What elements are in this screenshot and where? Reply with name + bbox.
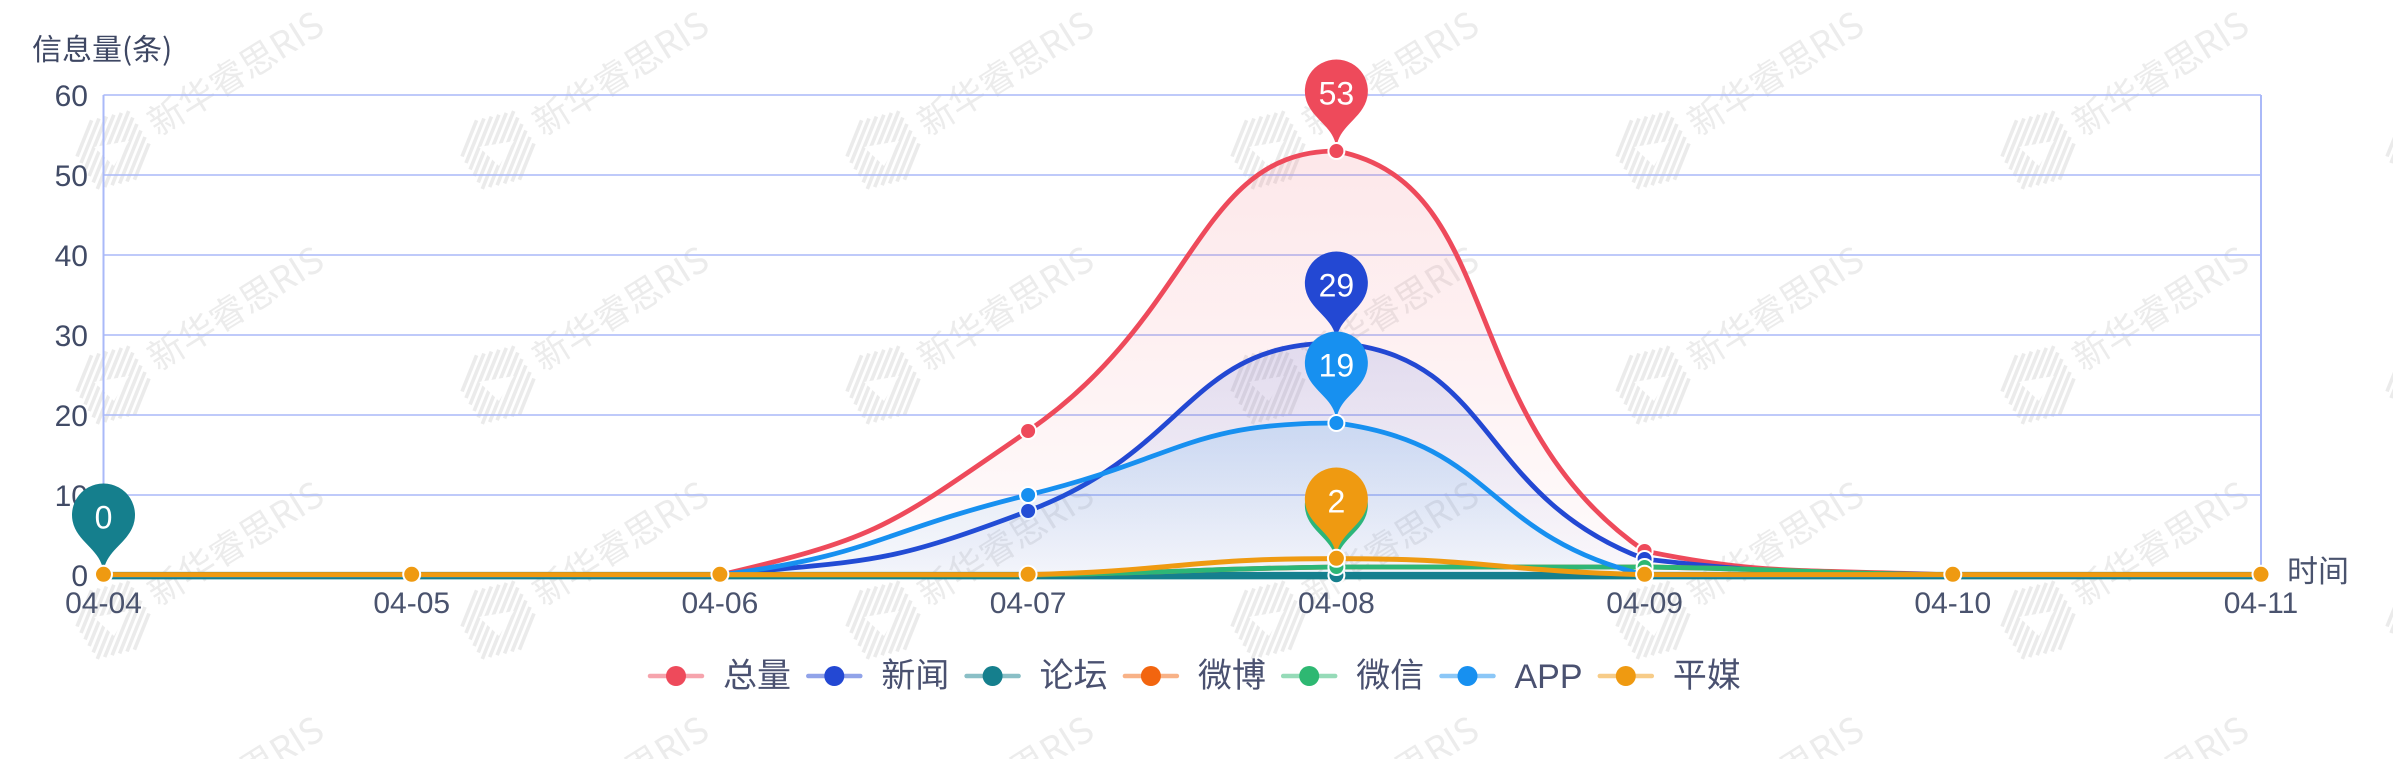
svg-text:53: 53 (1319, 76, 1355, 112)
svg-text:30: 30 (55, 320, 88, 353)
svg-text:04-10: 04-10 (1914, 587, 1991, 620)
svg-text:40: 40 (55, 240, 88, 273)
svg-text:04-11: 04-11 (2224, 587, 2299, 620)
svg-text:50: 50 (55, 160, 88, 193)
svg-text:04-04: 04-04 (65, 587, 142, 620)
svg-text:19: 19 (1319, 348, 1355, 384)
svg-text:04-05: 04-05 (373, 587, 450, 620)
svg-text:29: 29 (1319, 268, 1355, 304)
svg-text:04-06: 04-06 (682, 587, 759, 620)
svg-text:2: 2 (1328, 484, 1346, 520)
svg-text:APP: APP (1515, 658, 1583, 696)
svg-text:04-09: 04-09 (1606, 587, 1683, 620)
svg-text:0: 0 (71, 560, 88, 593)
svg-text:04-08: 04-08 (1298, 587, 1375, 620)
svg-text:20: 20 (55, 400, 88, 433)
svg-text:60: 60 (55, 80, 88, 113)
svg-text:04-07: 04-07 (990, 587, 1067, 620)
svg-text:0: 0 (95, 500, 113, 536)
